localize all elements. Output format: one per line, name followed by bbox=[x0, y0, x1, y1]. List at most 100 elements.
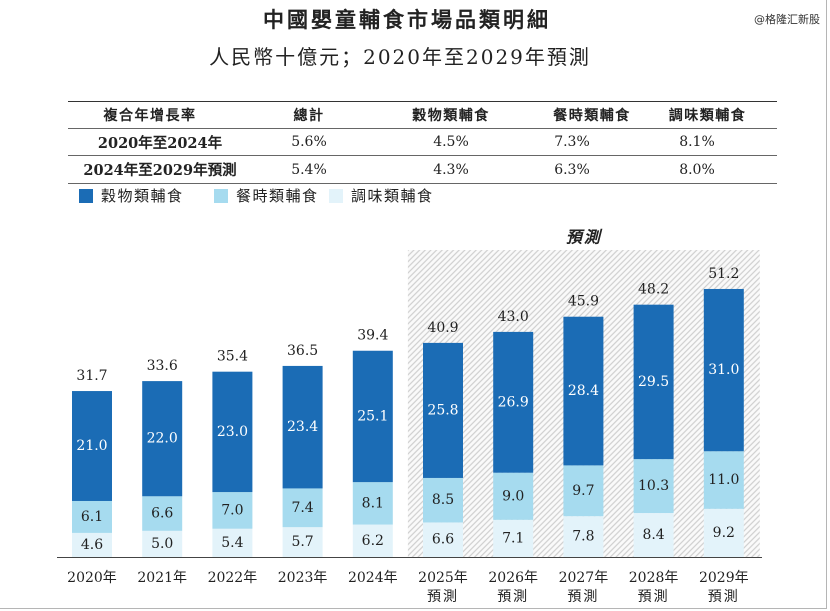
bar-segment-label-grain: 23.4 bbox=[287, 419, 318, 435]
bar-segment-label-seasoning: 5.0 bbox=[151, 536, 173, 552]
bar-segment-label-grain: 28.4 bbox=[568, 383, 599, 399]
cagr-grain-value: 4.3% bbox=[433, 161, 469, 178]
cagr-period-label: 2020年至2024年 bbox=[97, 134, 223, 152]
bar-segment-label-meal: 10.3 bbox=[638, 478, 669, 494]
cagr-row-2020-2024: 2020年至2024年 5.6% 4.5% 7.3% 8.1% bbox=[68, 129, 777, 156]
bar-segment-seasoning bbox=[423, 522, 463, 557]
bar-segment-label-meal: 7.4 bbox=[291, 500, 313, 516]
forecast-region-label: 預測 bbox=[566, 228, 603, 247]
legend-item-meal: 餐時類輔食 bbox=[214, 186, 319, 206]
x-tick-label: 2028年 bbox=[629, 570, 679, 586]
legend-item-seasoning: 調味類輔食 bbox=[329, 186, 434, 206]
cagr-seasoning-value: 8.1% bbox=[679, 134, 715, 150]
stacked-bar-chart: 預測 4.6 6.1 21.0 31.7 2020年 5.0 6.6 22.0 33.6 2021年… bbox=[57, 228, 762, 605]
cagr-header-row: 複合年增長率 總計 穀物類輔食 餐時類輔食 調味類輔食 bbox=[68, 101, 777, 129]
x-tick-label: 2021年 bbox=[137, 570, 187, 586]
legend-label-meal: 餐時類輔食 bbox=[236, 187, 319, 205]
bar-total-label: 40.9 bbox=[427, 320, 458, 336]
bar-stack: 4.6 6.1 21.0 31.7 2020年 bbox=[67, 368, 117, 586]
cagr-total-value: 5.6% bbox=[291, 134, 327, 150]
bar-segment-label-grain: 26.9 bbox=[498, 394, 529, 410]
bar-segment-grain bbox=[493, 331, 534, 473]
cagr-row-2024-2029: 2024年至2029年預測 5.4% 4.3% 6.3% 8.0% bbox=[68, 156, 777, 184]
bar-segment-meal bbox=[423, 477, 463, 523]
cagr-period-label: 2024年至2029年預測 bbox=[83, 162, 237, 179]
x-tick-label: 2025年 bbox=[418, 570, 468, 586]
bar-segment-label-meal: 9.7 bbox=[572, 483, 594, 499]
bar-segment-label-meal: 6.6 bbox=[151, 506, 173, 522]
x-tick-label: 2020年 bbox=[67, 570, 117, 586]
legend-swatch-seasoning bbox=[329, 189, 343, 203]
bar-segment-label-grain: 31.0 bbox=[708, 362, 739, 378]
bar-segment-label-meal: 9.0 bbox=[502, 488, 524, 504]
x-tick-label: 2024年 bbox=[348, 570, 398, 586]
x-tick-forecast-label: 預測 bbox=[497, 589, 529, 605]
cagr-header-meal: 餐時類輔食 bbox=[553, 108, 631, 124]
x-tick-label: 2023年 bbox=[278, 570, 328, 586]
x-tick-forecast-label: 預測 bbox=[638, 589, 670, 605]
bar-segment-seasoning bbox=[493, 519, 534, 557]
bar-segment-label-grain: 25.1 bbox=[357, 408, 388, 424]
bar-total-label: 45.9 bbox=[568, 294, 599, 310]
x-tick-forecast-label: 預測 bbox=[427, 589, 459, 605]
bar-segment-meal bbox=[352, 482, 393, 525]
bar-segment-seasoning bbox=[352, 524, 393, 557]
bar-segment-label-seasoning: 5.7 bbox=[291, 534, 313, 550]
bar-segment-label-grain: 23.0 bbox=[217, 424, 248, 440]
bar-segment-meal bbox=[282, 488, 323, 528]
x-tick-label: 2029年 bbox=[699, 570, 749, 586]
bar-segment-label-grain: 22.0 bbox=[147, 431, 178, 447]
bar-segment-meal bbox=[563, 465, 604, 517]
cagr-meal-value: 7.3% bbox=[554, 134, 590, 150]
chart-title: 中國嬰童輔食市場品類明細 bbox=[263, 7, 551, 32]
legend-label-grain: 穀物類輔食 bbox=[101, 187, 184, 205]
bar-segment-label-meal: 11.0 bbox=[708, 472, 739, 488]
bar-segment-seasoning bbox=[563, 516, 604, 557]
legend-swatch-grain bbox=[79, 189, 93, 203]
bar-segment-grain bbox=[352, 350, 393, 483]
bar-total-label: 51.2 bbox=[708, 266, 739, 282]
bar-segment-label-seasoning: 8.4 bbox=[642, 527, 664, 543]
bar-segment-seasoning bbox=[72, 532, 112, 557]
cagr-header-period: 複合年增長率 bbox=[103, 108, 197, 124]
bar-segment-grain bbox=[423, 342, 463, 478]
chart-subtitle: 人民幣十億元；2020年至2029年預測 bbox=[209, 45, 591, 69]
cagr-header-total: 總計 bbox=[293, 108, 325, 124]
bar-stack: 5.7 7.4 23.4 36.5 2023年 bbox=[278, 343, 328, 586]
bar-total-label: 43.0 bbox=[498, 309, 529, 325]
cagr-meal-value: 6.3% bbox=[554, 161, 590, 178]
bar-segment-label-meal: 6.1 bbox=[81, 509, 103, 525]
bar-segment-meal bbox=[72, 500, 112, 533]
legend-label-seasoning: 調味類輔食 bbox=[351, 187, 434, 205]
bar-stack: 9.2 11.0 31.0 51.2 2029年預測 bbox=[699, 266, 749, 605]
bar-total-label: 36.5 bbox=[287, 343, 318, 359]
bar-segment-meal bbox=[633, 459, 674, 514]
bar-total-label: 35.4 bbox=[217, 349, 248, 365]
bar-segment-label-grain: 29.5 bbox=[638, 374, 669, 390]
bar-segment-label-meal: 7.0 bbox=[221, 502, 243, 518]
bar-total-label: 31.7 bbox=[76, 368, 107, 384]
bar-segment-label-seasoning: 7.8 bbox=[572, 529, 594, 545]
bar-segment-label-seasoning: 7.1 bbox=[502, 530, 524, 546]
cagr-seasoning-value: 8.0% bbox=[679, 161, 715, 178]
bar-segment-seasoning bbox=[142, 530, 183, 557]
bar-segment-label-meal: 8.1 bbox=[362, 495, 384, 511]
bar-segment-grain bbox=[282, 365, 323, 489]
bar-segment-grain bbox=[142, 381, 183, 497]
x-tick-forecast-label: 預測 bbox=[567, 589, 599, 605]
bar-segment-seasoning bbox=[703, 508, 744, 557]
bar-segment-meal bbox=[212, 492, 253, 529]
watermark-text: @格隆汇新股 bbox=[754, 13, 820, 26]
bar-segment-label-seasoning: 5.4 bbox=[221, 535, 243, 551]
x-tick-label: 2026年 bbox=[488, 570, 538, 586]
bar-segment-meal bbox=[142, 496, 183, 531]
bar-segment-label-seasoning: 6.2 bbox=[362, 533, 384, 549]
bar-segment-meal bbox=[493, 472, 534, 520]
legend-item-grain: 穀物類輔食 bbox=[79, 186, 184, 206]
bar-segment-label-seasoning: 9.2 bbox=[713, 525, 735, 541]
bar-segment-grain bbox=[72, 391, 112, 501]
bar-segment-grain bbox=[703, 288, 744, 452]
bar-segment-label-meal: 8.5 bbox=[432, 492, 454, 508]
